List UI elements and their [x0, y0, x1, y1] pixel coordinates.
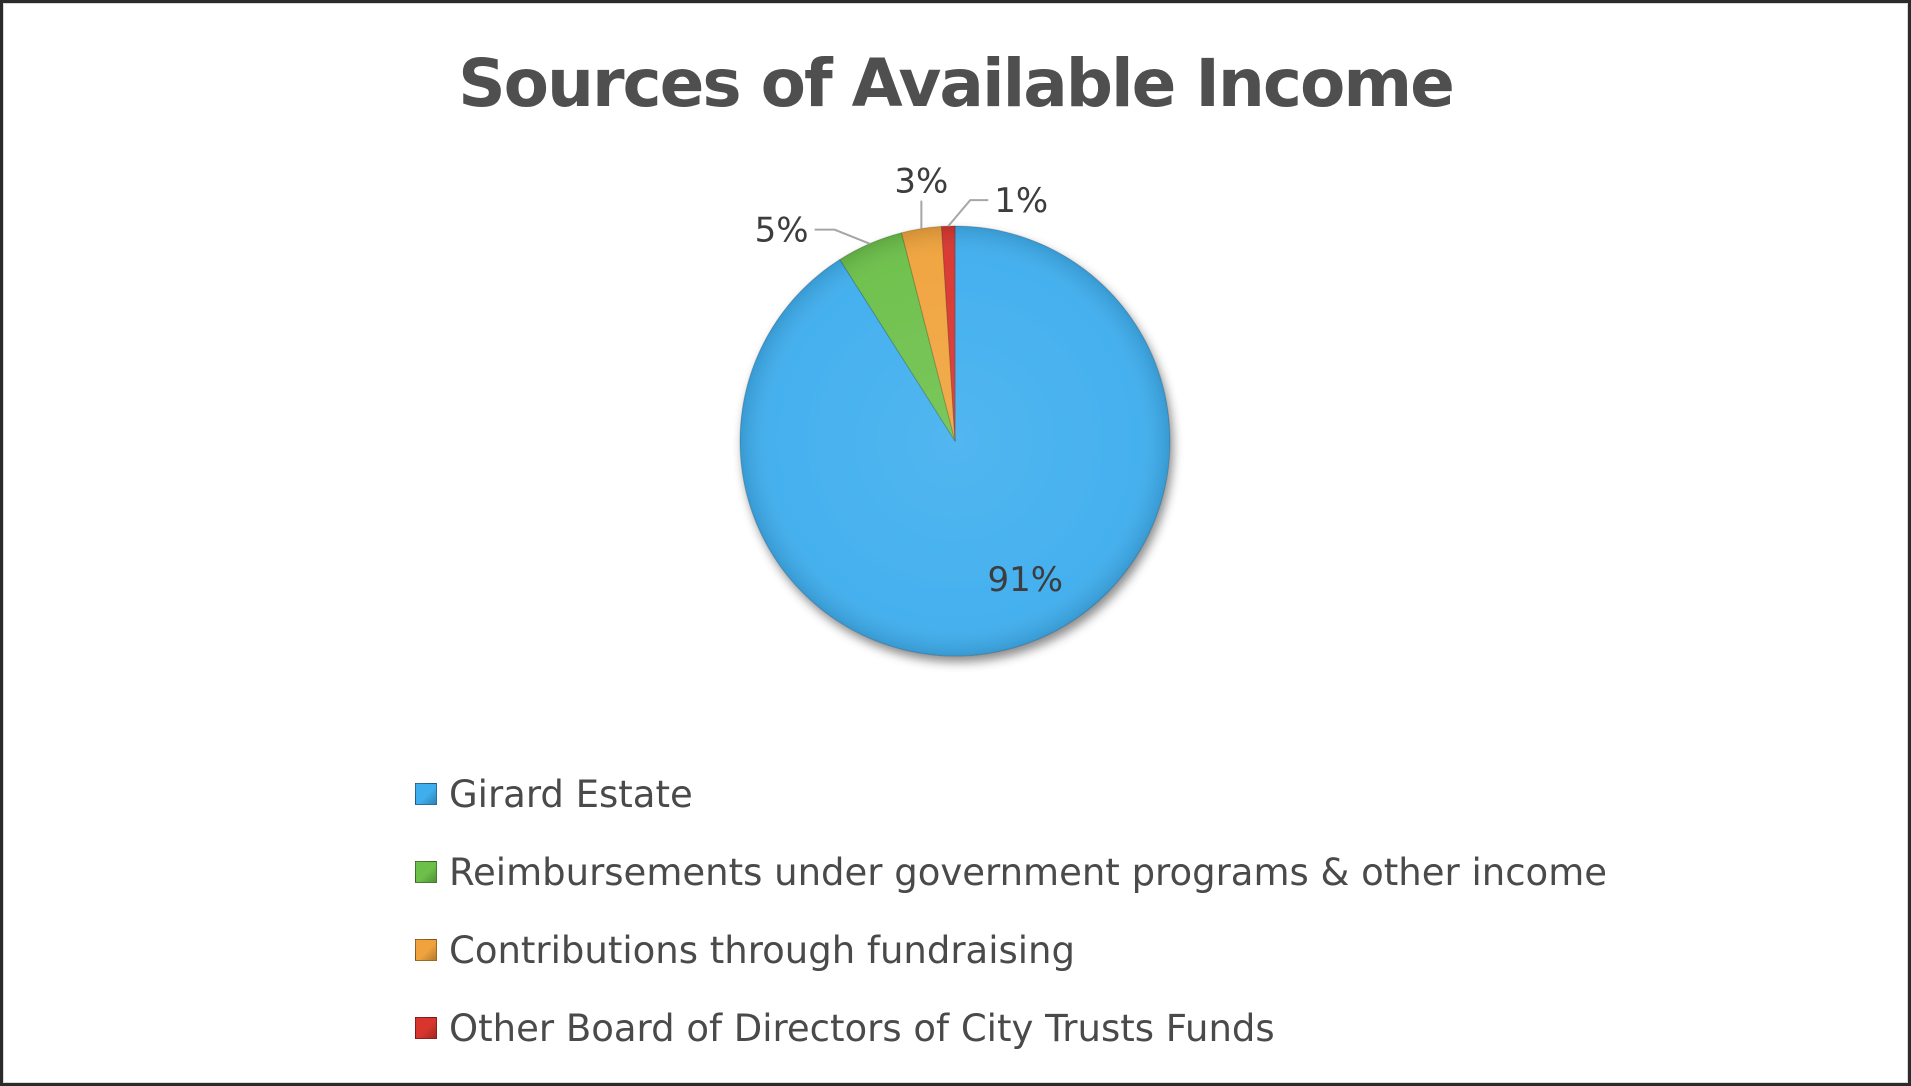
legend-item: Other Board of Directors of City Trusts … [415, 989, 1615, 1067]
pie-gloss [740, 226, 1170, 656]
legend-swatch [415, 939, 437, 961]
data-label-3: 1% [994, 181, 1048, 221]
chart-title: Sources of Available Income [458, 45, 1455, 122]
legend-swatch [415, 861, 437, 883]
legend-label: Reimbursements under government programs… [449, 850, 1608, 894]
data-label-2: 3% [894, 162, 948, 202]
data-label-0: 91% [987, 560, 1063, 600]
legend-item: Girard Estate [415, 755, 1615, 833]
legend-swatch [415, 783, 437, 805]
leader-line-3 [947, 199, 989, 227]
chart-legend: Girard Estate Reimbursements under govern… [415, 755, 1615, 1067]
legend-label: Contributions through fundraising [449, 928, 1075, 972]
legend-swatch [415, 1017, 437, 1039]
legend-item: Contributions through fundraising [415, 911, 1615, 989]
legend-label: Other Board of Directors of City Trusts … [449, 1006, 1275, 1050]
legend-item: Reimbursements under government programs… [415, 833, 1615, 911]
legend-label: Girard Estate [449, 772, 693, 816]
leader-line-1 [814, 228, 870, 245]
data-label-1: 5% [755, 211, 809, 251]
pie-chart: 91% 5% 3% 1% [739, 162, 1171, 657]
